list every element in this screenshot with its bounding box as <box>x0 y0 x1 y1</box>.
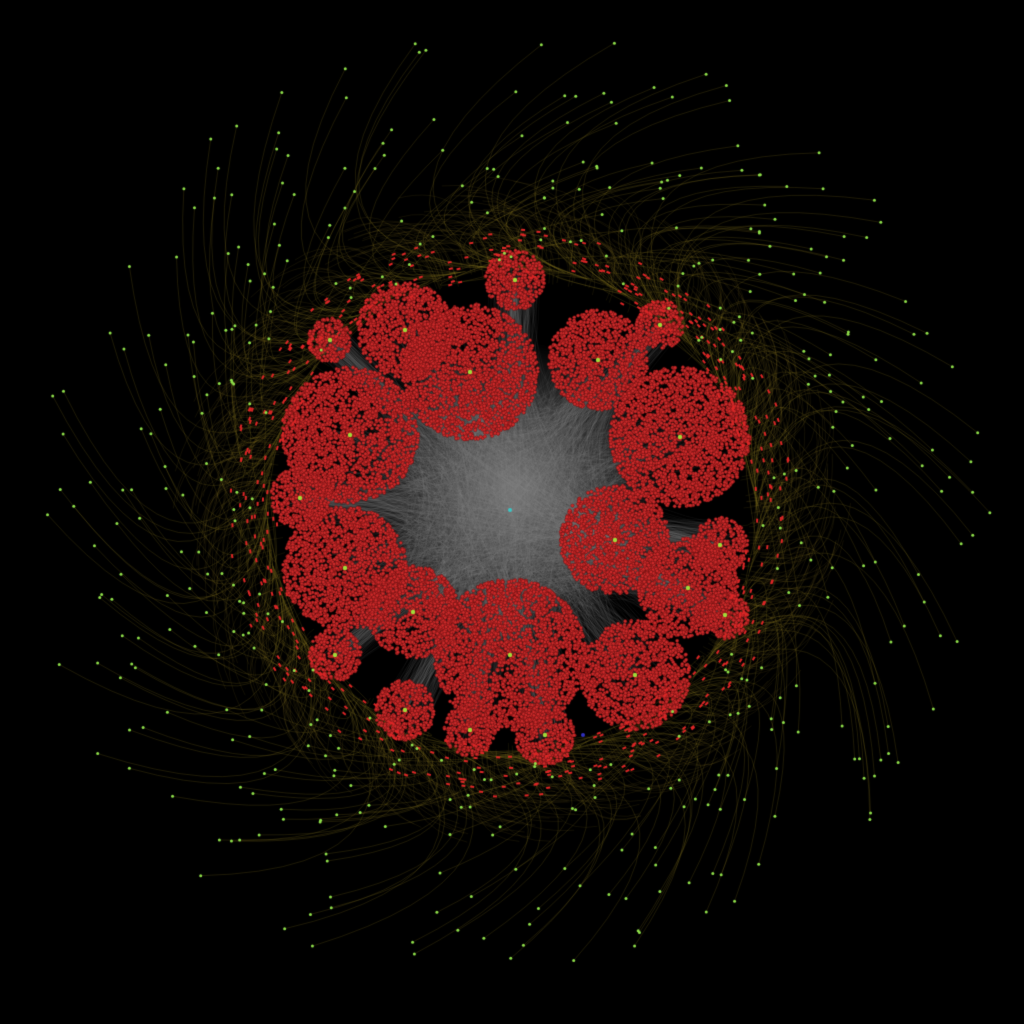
network-graph-canvas <box>0 0 1024 1024</box>
